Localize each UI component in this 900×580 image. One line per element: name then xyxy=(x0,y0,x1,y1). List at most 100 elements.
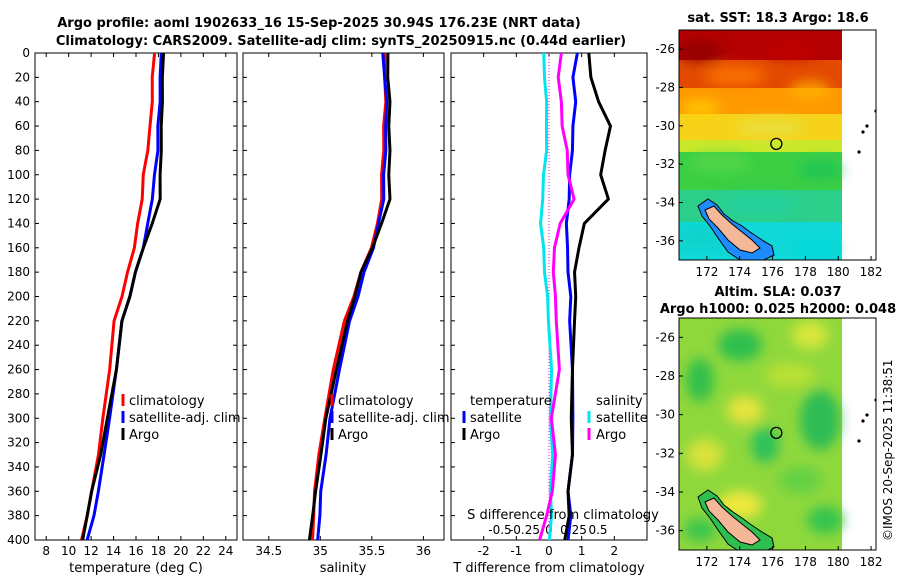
x-tick-label: 0 xyxy=(545,544,553,558)
s-difference-xlabel: S difference from climatology xyxy=(467,508,659,523)
x-tick-label: 10 xyxy=(61,544,76,558)
salinity-ticks: 34.5 35 35.5 36 xyxy=(255,53,431,558)
series-t-argo xyxy=(563,53,612,540)
x-tick-label: -1 xyxy=(510,544,522,558)
depth-tick-label: 340 xyxy=(7,460,30,474)
temperature-axes xyxy=(34,52,238,541)
temperature-xlabel: temperature (deg C) xyxy=(69,561,203,576)
x-tick-label: 22 xyxy=(196,544,211,558)
series-s-satellite xyxy=(539,53,555,540)
x-tick-label: 14 xyxy=(106,544,121,558)
map-x-tick-label: 176 xyxy=(761,265,784,279)
sst-map-title: sat. SST: 18.3 Argo: 18.6 xyxy=(687,11,868,26)
map-y-tick-label: -32 xyxy=(655,157,675,171)
depth-ticks: 0 20 40 60 80 100 120 140 160 180 200 220 240 260 280 3… xyxy=(7,46,647,547)
map-x-tick-label: 174 xyxy=(728,265,751,279)
sst-map-image xyxy=(679,30,876,260)
legend-climatology: climatology xyxy=(129,394,205,409)
sla-profile-marker xyxy=(770,426,783,439)
map-y-tick-label: -28 xyxy=(655,369,675,383)
legend-satellite-adj: satellite-adj. clim xyxy=(129,411,241,426)
legend-t-satellite: satellite xyxy=(470,411,522,426)
sst-profile-marker xyxy=(770,137,783,151)
legend-argo: Argo xyxy=(338,428,368,443)
map-x-tick-label: 180 xyxy=(827,555,850,569)
map-y-tick-label: -32 xyxy=(655,446,675,460)
depth-tick-label: 200 xyxy=(7,290,30,304)
x-tick-label: 12 xyxy=(83,544,98,558)
depth-tick-label: 40 xyxy=(15,95,30,109)
depth-tick-label: 220 xyxy=(7,314,30,328)
temperature-legend: climatology satellite-adj. clim Argo xyxy=(121,394,241,443)
legend-satellite-adj: satellite-adj. clim xyxy=(338,411,450,426)
depth-tick-label: 100 xyxy=(7,168,30,182)
depth-tick-label: 140 xyxy=(7,216,30,230)
figure-title-line2: Climatology: CARS2009. Satellite-adj cli… xyxy=(56,34,626,49)
legend-temperature-title: temperature xyxy=(470,394,552,409)
map-y-tick-label: -36 xyxy=(655,524,675,538)
x-tick-label: 16 xyxy=(128,544,143,558)
depth-tick-label: 60 xyxy=(15,119,30,133)
depth-tick-label: 0 xyxy=(22,46,30,60)
sla-map-ticks: 172 174 176 178 180 182 -26 -28 -30 -32 -34 -36 xyxy=(655,330,882,569)
legend-s-satellite: satellite xyxy=(596,411,648,426)
x-tick-label: 20 xyxy=(173,544,188,558)
x-tick-label: 36 xyxy=(416,544,431,558)
depth-tick-label: 380 xyxy=(7,509,30,523)
depth-tick-label: 360 xyxy=(7,484,30,498)
sla-map-frame xyxy=(678,317,877,551)
x-tick-label: 24 xyxy=(218,544,233,558)
salinity-xlabel: salinity xyxy=(320,561,367,576)
map-y-tick-label: -26 xyxy=(655,330,675,344)
depth-tick-label: 260 xyxy=(7,363,30,377)
series-argo xyxy=(81,53,166,540)
imos-watermark: ©IMOS 20-Sep-2025 11:38:51 xyxy=(881,359,895,541)
depth-tick-label: 120 xyxy=(7,192,30,206)
series-s-argo xyxy=(538,53,576,540)
difference-legend: temperature satellite Argo salinity sate… xyxy=(462,394,648,443)
x-tick-label: 2 xyxy=(611,544,619,558)
map-x-tick-label: 172 xyxy=(695,265,718,279)
depth-tick-label: 400 xyxy=(7,533,30,547)
x-tick-label: 35.5 xyxy=(358,544,385,558)
map-x-tick-label: 182 xyxy=(860,555,883,569)
figure-title-line1: Argo profile: aoml 1902633_16 15-Sep-202… xyxy=(57,16,581,31)
depth-tick-label: 240 xyxy=(7,338,30,352)
map-y-tick-label: -34 xyxy=(655,196,675,210)
map-y-tick-label: -30 xyxy=(655,119,675,133)
depth-tick-label: 20 xyxy=(15,70,30,84)
s-tick-label: 0.5 xyxy=(588,523,607,537)
legend-argo: Argo xyxy=(129,428,159,443)
x-tick-label: 18 xyxy=(151,544,166,558)
s-tick-label: -0.25 xyxy=(509,523,540,537)
series-satellite-adj-clim xyxy=(316,53,389,540)
depth-tick-label: 160 xyxy=(7,241,30,255)
map-x-tick-label: 176 xyxy=(761,555,784,569)
map-y-tick-label: -36 xyxy=(655,234,675,248)
s-tick-label: -0.5 xyxy=(488,523,511,537)
depth-tick-label: 280 xyxy=(7,387,30,401)
s-tick-label: 0.25 xyxy=(560,523,587,537)
salinity-series xyxy=(307,53,392,540)
temperature-series xyxy=(80,53,166,540)
map-y-tick-label: -28 xyxy=(655,81,675,95)
sla-map-image xyxy=(679,318,876,550)
x-tick-label: 35 xyxy=(313,544,328,558)
difference-series xyxy=(538,53,612,540)
map-x-tick-label: 182 xyxy=(860,265,883,279)
map-x-tick-label: 178 xyxy=(794,555,817,569)
legend-climatology: climatology xyxy=(338,394,414,409)
depth-tick-label: 320 xyxy=(7,436,30,450)
depth-tick-label: 80 xyxy=(15,143,30,157)
series-climatology xyxy=(80,53,157,540)
sla-map-subtitle: Argo h1000: 0.025 h2000: 0.048 xyxy=(660,302,896,317)
map-y-tick-label: -34 xyxy=(655,485,675,499)
map-y-tick-label: -26 xyxy=(655,42,675,56)
t-difference-xlabel: T difference from climatology xyxy=(452,561,645,576)
map-x-tick-label: 174 xyxy=(728,555,751,569)
map-x-tick-label: 180 xyxy=(827,265,850,279)
temperature-ticks: 8 10 12 14 16 18 20 22 24 xyxy=(42,53,233,558)
x-tick-label: 1 xyxy=(578,544,586,558)
